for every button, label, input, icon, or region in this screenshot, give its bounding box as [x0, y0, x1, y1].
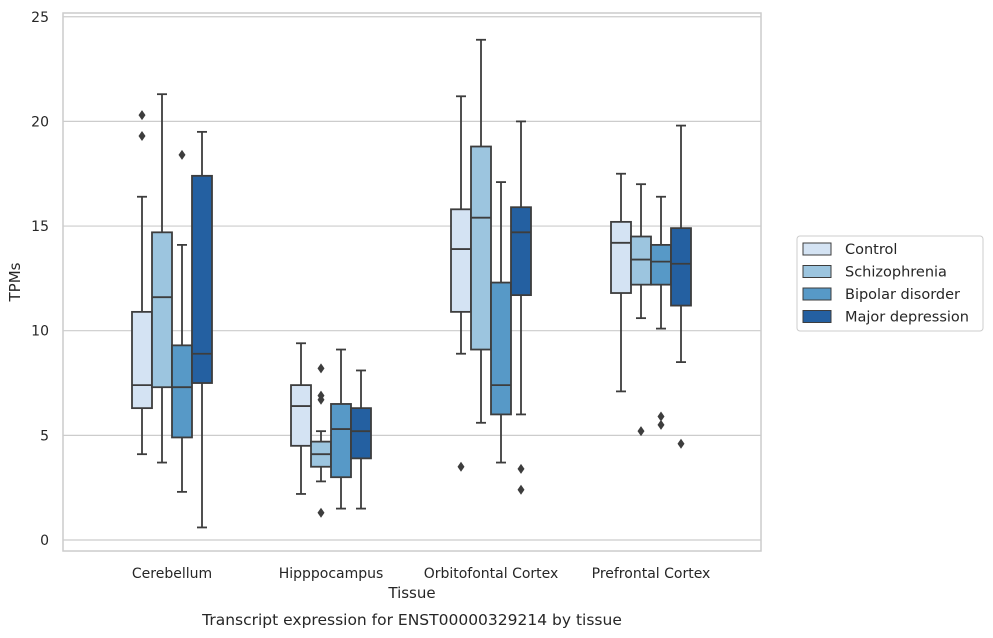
box-iqr [191, 174, 213, 384]
outlier-point [178, 149, 186, 160]
box-iqr [350, 407, 372, 460]
outlier-point [317, 390, 325, 401]
box-iqr [290, 384, 312, 447]
box-group [290, 342, 312, 495]
y-tick-label: 15 [31, 219, 49, 235]
legend-label: Bipolar disorder [845, 287, 960, 303]
outlier-point [517, 463, 525, 474]
box-iqr [670, 227, 692, 307]
plot-area-frame [62, 12, 762, 552]
box-iqr [330, 403, 352, 479]
box-iqr [630, 235, 652, 286]
legend-label: Major depression [845, 310, 969, 326]
box-group [131, 110, 153, 456]
x-tick-label: Hipppocampus [279, 566, 384, 582]
legend-label: Control [845, 242, 897, 258]
y-axis-ticks: 0 5 10 15 20 25 [31, 10, 49, 549]
box-iqr [171, 344, 193, 439]
box-group [330, 348, 352, 510]
legend-swatch [802, 265, 832, 278]
outlier-point [317, 507, 325, 518]
box-group [630, 183, 652, 437]
box-iqr [450, 208, 472, 313]
box-group [510, 120, 532, 495]
box-group [610, 172, 632, 393]
box-group [310, 363, 332, 518]
y-tick-label: 5 [40, 428, 49, 444]
outlier-point [138, 110, 146, 121]
box-iqr [131, 310, 153, 410]
x-tick-label: Orbitofontal Cortex [424, 566, 559, 582]
outlier-point [657, 419, 665, 430]
box-series [131, 38, 692, 529]
x-tick-label: Cerebellum [132, 566, 212, 582]
box-iqr [470, 145, 492, 351]
box-iqr [490, 281, 512, 416]
legend-swatch [802, 242, 832, 256]
box-group [151, 93, 173, 464]
box-group [171, 149, 193, 493]
outlier-point [457, 461, 465, 472]
outlier-point [677, 438, 685, 449]
box-group [470, 38, 492, 424]
x-axis-label: Tissue [387, 584, 435, 602]
box-group [670, 124, 692, 449]
legend: Control Schizophrenia Bipolar disorder Majo… [796, 235, 984, 332]
y-tick-label: 10 [31, 324, 49, 340]
y-tick-label: 20 [31, 114, 49, 130]
box-group [191, 130, 213, 529]
legend-swatch [802, 310, 832, 323]
outlier-point [657, 411, 665, 422]
outlier-point [317, 363, 325, 374]
box-group [350, 369, 372, 510]
chart-caption: Transcript expression for ENST0000032921… [201, 611, 622, 629]
box-group [490, 181, 512, 464]
y-tick-label: 0 [40, 533, 49, 549]
legend-frame [796, 235, 984, 332]
box-group [650, 195, 672, 430]
y-axis-label: TPMs [6, 262, 24, 302]
outlier-point [138, 131, 146, 142]
legend-swatch [802, 287, 832, 301]
x-tick-label: Prefrontal Cortex [592, 566, 711, 582]
box-group [450, 95, 472, 472]
box-iqr [151, 231, 173, 389]
box-iqr [650, 243, 672, 286]
box-iqr [510, 206, 532, 297]
outlier-point [517, 484, 525, 495]
box-iqr [610, 220, 632, 294]
outlier-point [637, 426, 645, 437]
legend-label: Schizophrenia [845, 265, 947, 281]
x-axis-ticks: Cerebellum Hipppocampus Orbitofontal Corte… [132, 566, 710, 582]
y-tick-label: 25 [31, 10, 49, 26]
